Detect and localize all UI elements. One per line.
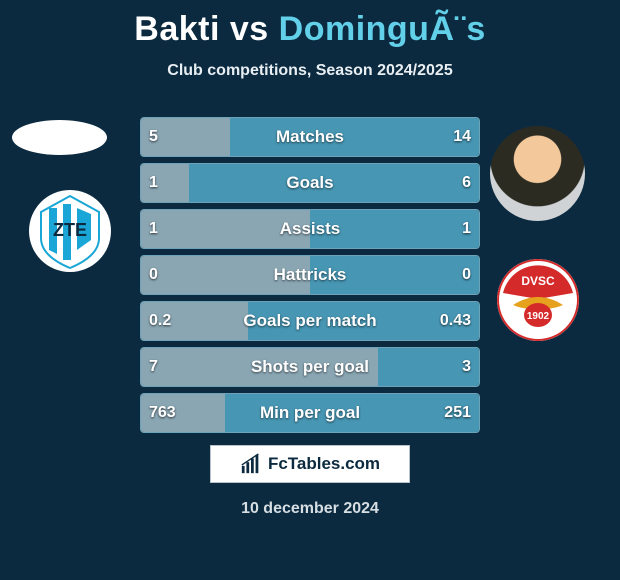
stat-label: Hattricks — [141, 256, 479, 294]
stat-row: 763251Min per goal — [140, 393, 480, 433]
vs-text: vs — [230, 10, 269, 48]
stat-row: 73Shots per goal — [140, 347, 480, 387]
subtitle: Club competitions, Season 2024/2025 — [0, 62, 620, 80]
player1-name: Bakti — [134, 10, 220, 48]
player1-avatar — [12, 120, 107, 155]
stat-row: 16Goals — [140, 163, 480, 203]
stat-label: Matches — [141, 118, 479, 156]
stat-label: Shots per goal — [141, 348, 479, 386]
stat-label: Assists — [141, 210, 479, 248]
dvsc-badge-icon: DVSC 1902 — [497, 259, 579, 341]
stat-label: Goals — [141, 164, 479, 202]
stat-row: 0.20.43Goals per match — [140, 301, 480, 341]
stat-row: 00Hattricks — [140, 255, 480, 295]
date-text: 10 december 2024 — [0, 500, 620, 518]
player1-club-badge: ZTE — [29, 190, 111, 272]
svg-text:1902: 1902 — [527, 311, 550, 322]
player2-name: DominguÃ¨s — [279, 10, 486, 48]
player2-avatar — [490, 126, 585, 221]
stat-row: 11Assists — [140, 209, 480, 249]
page-title: Bakti vs DominguÃ¨s — [0, 10, 620, 49]
svg-text:ZTE: ZTE — [53, 220, 87, 240]
attribution-text: FcTables.com — [268, 454, 380, 474]
zte-badge-icon: ZTE — [29, 190, 111, 272]
player2-club-badge: DVSC 1902 — [497, 259, 579, 341]
stat-row: 514Matches — [140, 117, 480, 157]
fctables-logo-icon — [240, 453, 262, 475]
stats-bars: 514Matches 16Goals 11Assists 00Hattricks 0.2… — [140, 117, 480, 439]
stat-label: Min per goal — [141, 394, 479, 432]
svg-text:DVSC: DVSC — [521, 274, 555, 288]
stat-label: Goals per match — [141, 302, 479, 340]
attribution-badge: FcTables.com — [210, 445, 410, 483]
